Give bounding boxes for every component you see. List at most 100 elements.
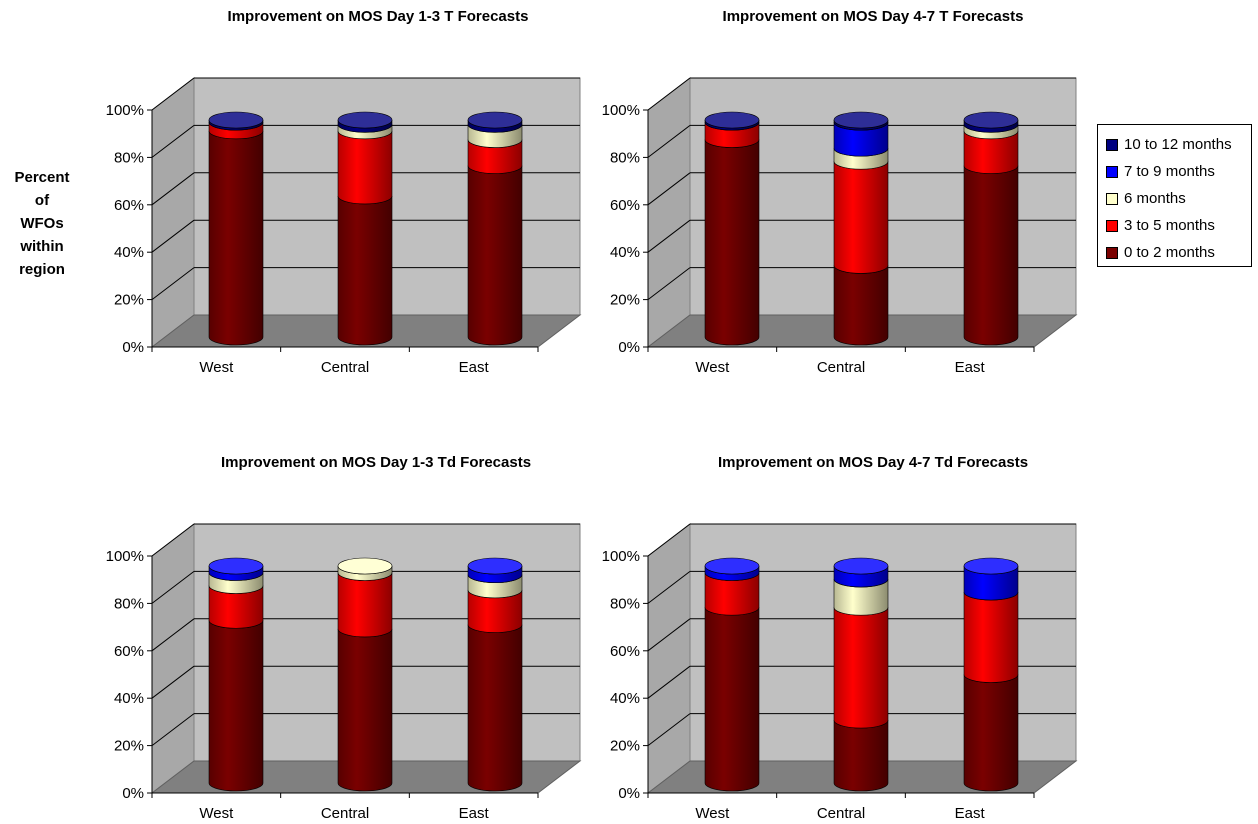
bar-top-cap: [337, 111, 393, 129]
y-axis-label: Percent of WFOs within region: [6, 166, 78, 281]
x-tick-label: Central: [817, 805, 865, 822]
x-tick-label: West: [199, 805, 234, 822]
bar-top-cap: [963, 111, 1019, 129]
side-wall: [151, 76, 195, 349]
bar-segment-0-to-2-months: [467, 165, 523, 346]
bar-segment-3-to-5-months: [337, 572, 393, 638]
y-tick-label: 0%: [122, 339, 144, 356]
y-tick-label: 60%: [114, 197, 144, 214]
legend-swatch: [1106, 192, 1118, 205]
x-tick-label: West: [695, 805, 730, 822]
gridline: [647, 77, 691, 111]
gridline: [647, 219, 691, 253]
bar-top-cap: [337, 557, 393, 575]
y-axis-label-line: within: [20, 238, 64, 255]
y-axis-label-line: of: [34, 192, 50, 209]
bar-stack-east: [963, 111, 1019, 346]
y-tick-label: 100%: [602, 102, 640, 119]
bar-stack-west: [208, 557, 264, 792]
bar-stack-west: [704, 557, 760, 792]
bar-stack-east: [467, 111, 523, 346]
y-axis-label-line: region: [19, 261, 65, 278]
legend-label: 0 to 2 months: [1124, 244, 1215, 261]
bar-stack-central: [337, 111, 393, 346]
x-tick-label: East: [459, 359, 490, 376]
bar-segment-0-to-2-months: [337, 628, 393, 792]
legend-swatch: [1106, 246, 1118, 259]
gridline: [151, 77, 195, 111]
y-tick-label: 20%: [114, 738, 144, 755]
side-wall: [647, 522, 691, 795]
x-tick-label: East: [955, 805, 986, 822]
y-tick-label: 40%: [114, 690, 144, 707]
y-tick-label: 80%: [114, 595, 144, 612]
y-tick-label: 60%: [610, 643, 640, 660]
legend-item: 7 to 9 months: [1106, 158, 1251, 185]
gridline: [647, 125, 691, 158]
gridline: [647, 172, 691, 206]
bar-segment-0-to-2-months: [833, 265, 889, 346]
bar-stack-central: [833, 557, 889, 792]
gridline: [647, 267, 691, 300]
bar-segment-0-to-2-months: [467, 624, 523, 792]
bar-top-cap: [208, 557, 264, 575]
legend-label: 7 to 9 months: [1124, 163, 1215, 180]
x-tick-label: East: [955, 359, 986, 376]
chart-title: Improvement on MOS Day 4-7 Td Forecasts: [718, 454, 1028, 471]
gridline: [151, 172, 195, 206]
bar-top-cap: [704, 111, 760, 129]
y-axis-label-line: WFOs: [20, 215, 64, 232]
bar-segment-0-to-2-months: [208, 620, 264, 792]
gridline: [647, 523, 691, 557]
chart-1: Improvement on MOS Day 1-3 T Forecasts 0%…: [106, 8, 582, 376]
legend-item: 3 to 5 months: [1106, 212, 1251, 239]
y-axis-label-line: Percent: [14, 169, 70, 186]
bar-segment-3-to-5-months: [833, 161, 889, 274]
x-tick-label: Central: [817, 359, 865, 376]
bar-segment-0-to-2-months: [963, 674, 1019, 792]
y-tick-label: 100%: [106, 102, 144, 119]
x-tick-label: Central: [321, 359, 369, 376]
y-tick-label: 40%: [610, 690, 640, 707]
x-tick-label: West: [199, 359, 234, 376]
x-tick-label: Central: [321, 805, 369, 822]
chart-title: Improvement on MOS Day 1-3 Td Forecasts: [221, 454, 531, 471]
y-tick-label: 0%: [618, 785, 640, 802]
bar-stack-east: [963, 557, 1019, 792]
y-tick-label: 80%: [610, 595, 640, 612]
bar-top-cap: [208, 111, 264, 129]
x-tick-label: West: [695, 359, 730, 376]
bar-top-cap: [467, 111, 523, 129]
gridline: [647, 618, 691, 652]
y-tick-label: 20%: [610, 292, 640, 309]
y-tick-label: 20%: [114, 292, 144, 309]
y-tick-label: 100%: [106, 548, 144, 565]
gridline: [151, 523, 195, 557]
bar-segment-0-to-2-months: [337, 195, 393, 346]
gridline: [151, 665, 195, 699]
chart-title: Improvement on MOS Day 1-3 T Forecasts: [228, 8, 529, 25]
y-tick-label: 40%: [610, 244, 640, 261]
legend: 10 to 12 months 7 to 9 months 6 months 3…: [1097, 124, 1252, 267]
bar-segment-3-to-5-months: [963, 591, 1019, 683]
bar-stack-west: [704, 111, 760, 346]
legend-label: 6 months: [1124, 190, 1186, 207]
legend-swatch: [1106, 219, 1118, 232]
gridline: [151, 713, 195, 746]
legend-item: 10 to 12 months: [1106, 131, 1251, 158]
chart-2: Improvement on MOS Day 4-7 T Forecasts 0%…: [602, 8, 1078, 376]
gridline: [151, 618, 195, 652]
bar-segment-3-to-5-months: [337, 130, 393, 205]
y-tick-label: 0%: [122, 785, 144, 802]
legend-label: 10 to 12 months: [1124, 136, 1232, 153]
gridline: [151, 219, 195, 253]
bar-segment-0-to-2-months: [833, 720, 889, 792]
chart-3: Improvement on MOS Day 1-3 Td Forecasts 0…: [106, 454, 582, 822]
bar-segment-0-to-2-months: [963, 165, 1019, 346]
bar-top-cap: [963, 557, 1019, 575]
bar-top-cap: [467, 557, 523, 575]
gridline: [151, 571, 195, 604]
chart-4: Improvement on MOS Day 4-7 Td Forecasts 0…: [602, 454, 1078, 822]
y-tick-label: 80%: [610, 149, 640, 166]
